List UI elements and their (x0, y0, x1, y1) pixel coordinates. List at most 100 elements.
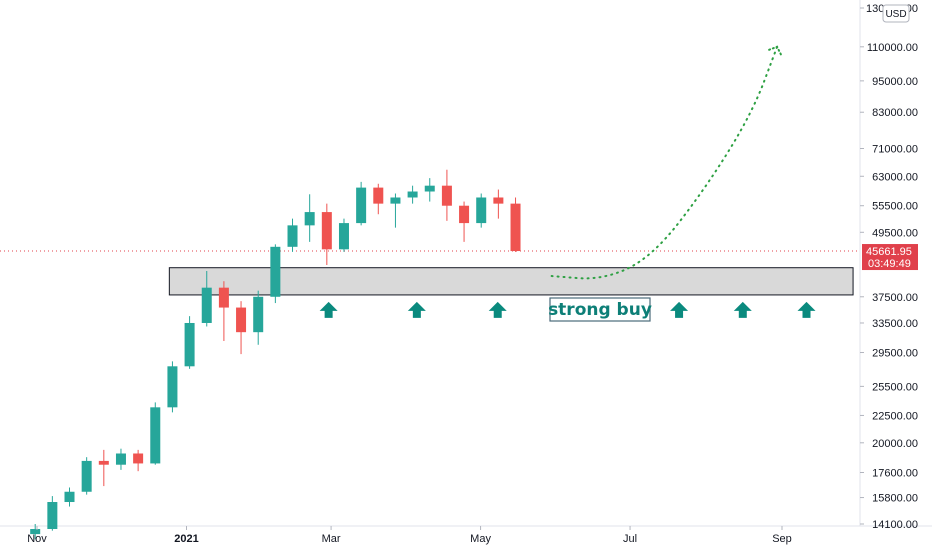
candle-body (218, 287, 229, 308)
candle-body (270, 246, 281, 297)
candle-body (459, 205, 470, 224)
x-tick-label: 2021 (174, 533, 198, 545)
x-tick-label: Mar (322, 533, 341, 545)
y-tick-label: 37500.00 (872, 292, 918, 304)
candle (424, 178, 435, 202)
y-tick-label: 17600.00 (872, 467, 918, 479)
x-tick-label: May (470, 533, 491, 545)
candle (218, 281, 229, 341)
y-tick-label: 33500.00 (872, 318, 918, 330)
candle-body (424, 185, 435, 192)
last-price-badge-box (862, 244, 918, 271)
y-tick-label: 29500.00 (872, 348, 918, 360)
price-axis[interactable]: 130000.00110000.0095000.0083000.0071000.… (860, 3, 918, 531)
support-zone[interactable] (168, 267, 854, 296)
candle (184, 316, 195, 369)
candle (81, 457, 92, 495)
candle-body (236, 307, 247, 333)
candle-body (30, 528, 41, 535)
strong-buy-annotation[interactable]: strong buy (548, 297, 652, 322)
candle-body (373, 187, 384, 204)
candle (321, 203, 332, 265)
candle (150, 402, 161, 465)
candle-body (356, 187, 367, 224)
candle (510, 197, 521, 252)
countdown-timer: 03:49:49 (868, 258, 911, 270)
candle (476, 193, 487, 228)
candles-layer (30, 169, 521, 540)
x-tick-label: Sep (772, 533, 792, 545)
candle (133, 449, 144, 472)
buy-arrow-icon[interactable] (488, 301, 507, 318)
y-tick-label: 22500.00 (872, 410, 918, 422)
currency-badge[interactable]: USD (882, 4, 910, 23)
candle (493, 189, 504, 219)
candle-body (510, 203, 521, 252)
projection-arrowhead (768, 45, 783, 56)
candle-body (287, 225, 298, 247)
candle-body (338, 223, 349, 250)
candle-body (64, 491, 75, 503)
currency-badge-box (882, 4, 910, 23)
candle (390, 193, 401, 228)
strong-buy-box (549, 297, 651, 322)
candle (459, 201, 470, 242)
candle-body (167, 366, 178, 408)
candle-body (253, 296, 264, 333)
candle (30, 524, 41, 540)
candle-body (81, 460, 92, 492)
candle (287, 218, 298, 252)
y-tick-label: 49500.00 (872, 227, 918, 239)
candle-body (304, 212, 315, 226)
candle-body (133, 453, 144, 464)
candle-body (407, 191, 418, 198)
candle-body (98, 460, 109, 465)
arrows-layer (319, 301, 816, 318)
candle (115, 448, 126, 470)
candle (441, 169, 452, 221)
candle (98, 449, 109, 487)
last-price-badge: 45661.95 03:49:49 (862, 244, 918, 271)
support-zone-layer (168, 267, 854, 296)
y-tick-label: 71000.00 (872, 144, 918, 156)
strong-buy-label: strong buy (548, 300, 652, 320)
candle (236, 301, 247, 355)
y-tick-label: 63000.00 (872, 171, 918, 183)
candle (270, 244, 281, 304)
buy-arrow-icon[interactable] (407, 301, 426, 318)
y-tick-label: 25500.00 (872, 381, 918, 393)
candle-body (493, 197, 504, 204)
time-axis[interactable]: Nov 2021 Mar May Jul Sep (27, 526, 792, 545)
buy-arrow-icon[interactable] (797, 301, 816, 318)
buy-arrow-icon[interactable] (670, 301, 689, 318)
candle-body (150, 407, 161, 464)
candle-body (321, 212, 332, 250)
candle-body (115, 453, 126, 465)
candle-body (441, 185, 452, 206)
y-tick-label: 15800.00 (872, 493, 918, 505)
projection-curve[interactable] (550, 45, 779, 280)
candle (373, 183, 384, 215)
x-tick-label: Nov (27, 533, 47, 545)
candle (407, 185, 418, 204)
y-tick-label: 14100.00 (872, 519, 918, 531)
currency-label: USD (885, 9, 906, 20)
x-tick-label: Jul (623, 533, 637, 545)
candle (201, 271, 212, 327)
buy-arrow-icon[interactable] (319, 301, 338, 318)
candle (356, 181, 367, 226)
projection-layer (550, 45, 783, 280)
y-tick-label: 95000.00 (872, 76, 918, 88)
buy-arrow-icon[interactable] (733, 301, 752, 318)
candle-body (47, 502, 58, 529)
candle (253, 290, 264, 345)
candle (338, 218, 349, 252)
candle-body (476, 197, 487, 224)
candle-body (184, 322, 195, 367)
candle-body (390, 197, 401, 204)
last-price-value: 45661.95 (866, 246, 912, 258)
candle (167, 361, 178, 413)
candle-body (201, 287, 212, 323)
